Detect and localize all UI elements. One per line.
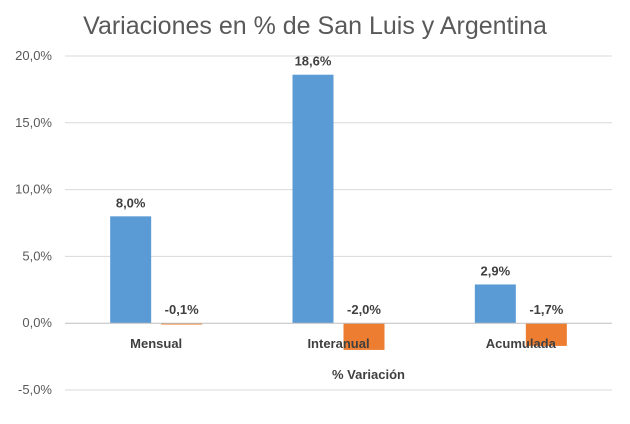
x-tick-label: Mensual — [130, 336, 182, 351]
bar — [525, 323, 567, 346]
data-label: -2,0% — [347, 302, 381, 317]
y-tick-label: 0,0% — [22, 315, 52, 330]
bar — [474, 284, 516, 324]
bar — [110, 216, 152, 324]
y-tick-label: -5,0% — [18, 382, 52, 397]
data-label: 8,0% — [116, 195, 146, 210]
bar — [292, 74, 334, 324]
y-tick-label: 10,0% — [15, 182, 52, 197]
bar — [161, 323, 203, 325]
y-tick-label: 20,0% — [15, 48, 52, 63]
data-label: 18,6% — [295, 54, 332, 69]
y-tick-label: 15,0% — [15, 115, 52, 130]
y-tick-label: 5,0% — [22, 248, 52, 263]
data-label: 2,9% — [481, 263, 511, 278]
data-label: -0,1% — [165, 302, 199, 317]
bar — [343, 323, 385, 350]
x-axis-title: % Variación — [332, 367, 405, 382]
chart-title: Variaciones en % de San Luis y Argentina — [83, 12, 547, 40]
x-tick-label: Interanual — [307, 336, 369, 351]
data-label: -1,7% — [529, 302, 563, 317]
x-tick-label: Acumulada — [486, 336, 557, 351]
